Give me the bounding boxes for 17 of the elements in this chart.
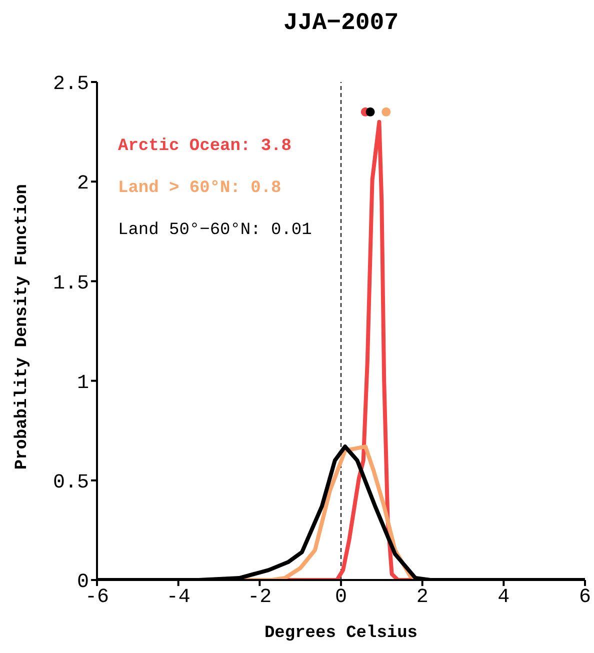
x-axis-title: Degrees Celsius xyxy=(264,624,418,643)
x-tick-label: 2 xyxy=(416,586,428,610)
y-tick-label: 1.5 xyxy=(52,272,89,296)
y-axis-title: Probability Density Function xyxy=(12,184,32,470)
x-tick-label: 0 xyxy=(334,586,348,610)
text: Land 50°−60°N: 0.01 xyxy=(118,220,312,242)
y-tick-label: 1 xyxy=(76,372,89,395)
y-tick-label: 2 xyxy=(76,172,89,196)
text: Arctic Ocean: 3.8 xyxy=(118,136,292,158)
y-tick-label: 2.5 xyxy=(52,73,89,96)
text: Land > 60°N: 0.8 xyxy=(118,178,282,200)
chart-title: JJA−2007 xyxy=(282,10,400,37)
x-tick-label: 6 xyxy=(578,586,592,610)
x-tick-label: 4 xyxy=(498,586,510,610)
x-tick-label: -4 xyxy=(166,586,190,610)
x-tick-label: -2 xyxy=(248,586,272,610)
y-tick-label: 0.5 xyxy=(52,472,89,494)
